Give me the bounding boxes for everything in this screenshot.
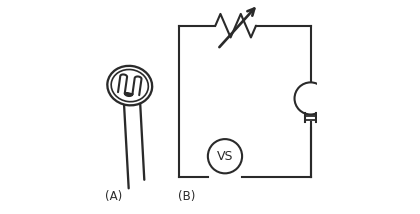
Ellipse shape [108,66,152,105]
Circle shape [294,82,327,114]
Ellipse shape [111,70,148,102]
Text: (B): (B) [178,190,195,203]
Text: VS: VS [217,150,233,163]
Text: (A): (A) [105,190,122,203]
Circle shape [208,139,242,173]
